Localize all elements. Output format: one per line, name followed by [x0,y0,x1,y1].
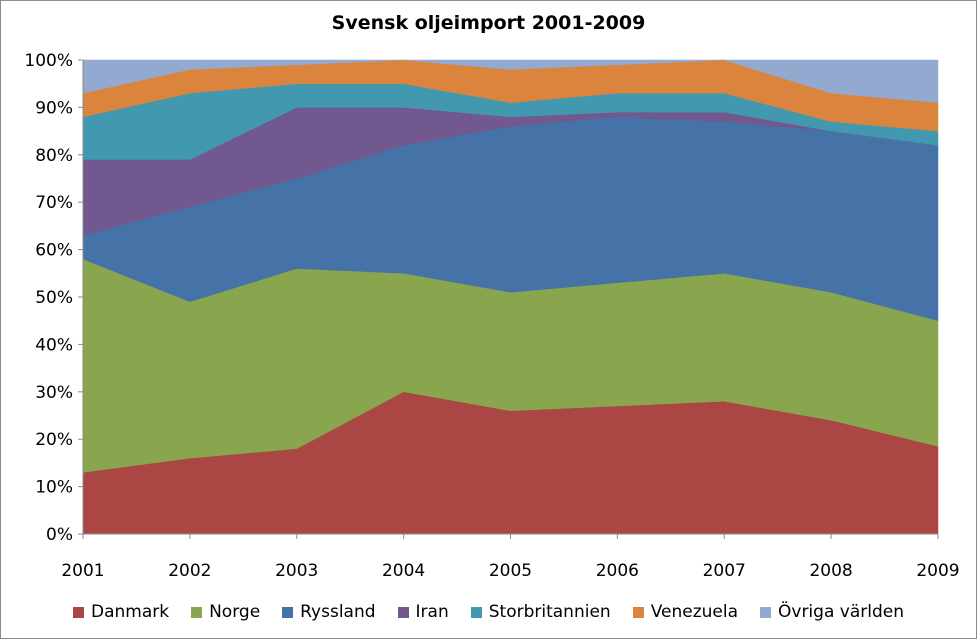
legend-label: Norge [209,602,261,622]
legend-label: Iran [415,602,449,622]
legend-swatch [191,606,203,618]
y-tick-label: 80% [35,146,73,166]
legend-item-ryssland: Ryssland [282,602,376,622]
x-tick-label: 2003 [275,561,318,581]
chart-legend: Danmark Norge Ryssland Iran Storbritannien Ve… [0,600,977,624]
x-tick-label: 2002 [168,561,211,581]
x-tick-label: 2004 [382,561,425,581]
chart-title: Svensk oljeimport 2001-2009 [331,12,646,34]
legend-swatch [73,606,84,618]
y-axis-ticks: 0% 10% 20% 30% 40% 50% 60% 70% 80% 90% 100% [24,51,83,545]
y-tick-label: 40% [35,335,73,355]
legend-swatch [282,606,294,618]
area-ovriga-varlden [82,59,939,103]
y-tick-label: 100% [24,51,73,71]
y-tick-label: 90% [35,98,73,118]
legend-swatch [760,606,771,618]
x-axis-ticks: 2001 2002 2003 2004 2005 2006 2007 2008 2009 [61,534,960,581]
y-tick-label: 30% [35,383,73,403]
y-tick-label: 60% [35,241,73,261]
legend-swatch [632,606,644,618]
series-areas [82,59,939,535]
legend-swatch [397,606,409,618]
y-tick-label: 10% [35,478,73,498]
legend-item-storbritannien: Storbritannien [470,602,611,622]
legend-label: Övriga världen [778,602,904,622]
x-tick-label: 2006 [596,561,639,581]
y-tick-label: 20% [35,430,73,450]
x-tick-label: 2005 [489,561,532,581]
legend-swatch [470,606,482,618]
legend-item-ovriga-varlden: Övriga världen [760,602,904,622]
legend-label: Ryssland [300,602,376,622]
x-tick-label: 2001 [61,561,104,581]
legend-item-norge: Norge [191,602,260,622]
y-tick-label: 50% [35,288,73,308]
x-tick-label: 2009 [916,561,959,581]
legend-label: Storbritannien [488,602,611,622]
x-tick-label: 2008 [809,561,852,581]
y-tick-label: 70% [35,193,73,213]
legend-label: Venezuela [650,602,738,622]
legend-label: Danmark [91,602,170,622]
y-tick-label: 0% [46,525,73,545]
x-tick-label: 2007 [703,561,746,581]
legend-item-iran: Iran [397,602,449,622]
legend-item-danmark: Danmark [73,602,169,622]
legend-item-venezuela: Venezuela [632,602,738,622]
